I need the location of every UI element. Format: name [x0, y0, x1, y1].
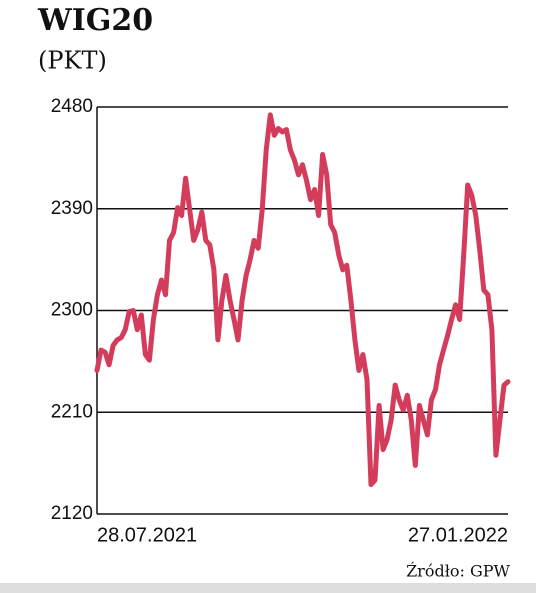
y-tick-label: 2210 — [51, 401, 93, 422]
x-tick-label: 27.01.2022 — [408, 524, 508, 546]
y-tick-label: 2390 — [51, 198, 93, 219]
y-tick-label: 2480 — [51, 96, 93, 117]
chart-title: WIG20 — [37, 3, 153, 38]
chart-subtitle: (PKT) — [38, 47, 107, 75]
line-series — [94, 112, 511, 488]
source: Źródło: GPW — [406, 561, 510, 581]
y-tick-label: 2300 — [51, 300, 93, 321]
footer-band — [0, 583, 536, 593]
y-tick-label: 2120 — [51, 503, 93, 524]
x-tick-label: 28.07.2021 — [97, 524, 197, 546]
